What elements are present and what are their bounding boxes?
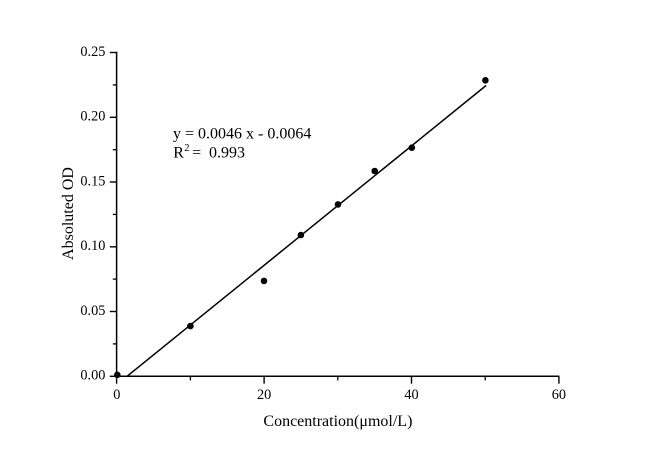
svg-text:0.993: 0.993 (209, 144, 245, 161)
svg-text:60: 60 (552, 387, 566, 403)
svg-text:=: = (192, 144, 201, 161)
svg-text:0.20: 0.20 (80, 109, 105, 125)
svg-text:40: 40 (404, 387, 418, 403)
svg-text:y = 0.0046 x - 0.0064: y = 0.0046 x - 0.0064 (173, 125, 311, 142)
svg-text:2: 2 (184, 143, 189, 154)
svg-text:0.00: 0.00 (80, 368, 105, 384)
svg-text:0.25: 0.25 (80, 44, 105, 60)
svg-text:Absoluted OD: Absoluted OD (60, 167, 77, 260)
svg-text:0.10: 0.10 (80, 238, 105, 254)
svg-text:0: 0 (113, 387, 120, 403)
svg-text:R: R (173, 144, 184, 161)
svg-text:20: 20 (257, 387, 271, 403)
svg-text:0.05: 0.05 (80, 303, 105, 319)
svg-text:0.15: 0.15 (80, 173, 105, 189)
svg-text:Concentration(μmol/L): Concentration(μmol/L) (263, 413, 412, 430)
